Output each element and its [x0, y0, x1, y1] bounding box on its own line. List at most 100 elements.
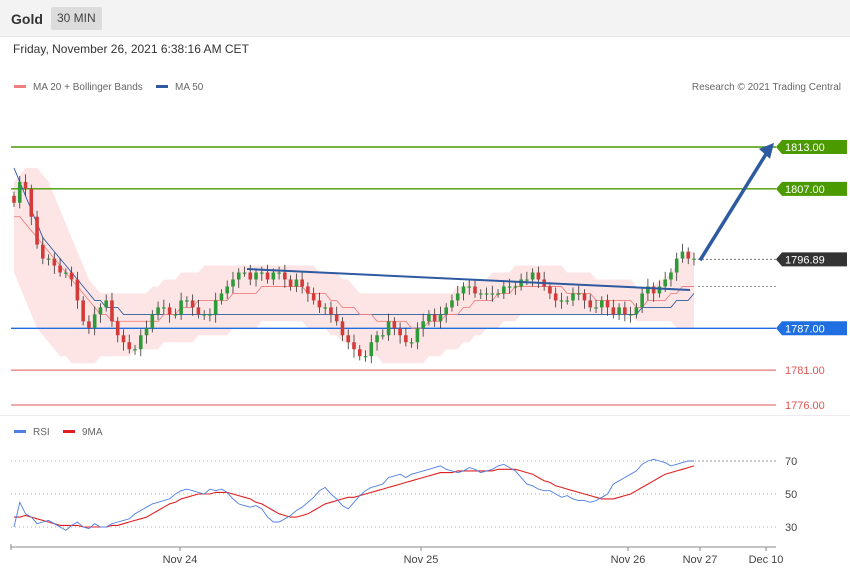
candle-body: [478, 293, 483, 295]
rsi-tick-label: 50: [785, 489, 797, 501]
candle-body: [167, 307, 172, 315]
forecast-arrow: [698, 149, 770, 262]
level-label: 1787.00: [785, 323, 825, 335]
candle-body: [156, 307, 160, 315]
candle-body: [29, 188, 34, 217]
legend-ma20-swatch: [14, 85, 26, 88]
candle-body: [323, 307, 327, 309]
legend-rsi-label: RSI: [33, 427, 50, 438]
x-tick-label: Nov 26: [611, 554, 646, 566]
candle-body: [536, 272, 541, 280]
candle-body: [386, 321, 391, 336]
candle-body: [35, 216, 39, 245]
x-tick-label: Nov 25: [404, 554, 439, 566]
candle-body: [288, 279, 293, 287]
candle-body: [283, 272, 287, 280]
x-axis: Nov 24 Nov 25 Nov 26 Nov 27 Dec 10: [10, 544, 784, 566]
candle-body: [628, 314, 633, 316]
candle-body: [23, 181, 28, 189]
level-label: 1776.00: [785, 400, 825, 412]
candle-body: [317, 300, 322, 308]
ma50-line: [13, 167, 695, 315]
legend-rsi-swatch: [14, 430, 26, 433]
candle-body: [674, 258, 679, 273]
candle-body: [444, 307, 449, 315]
candle-body: [617, 307, 621, 315]
candle-body: [259, 272, 264, 274]
candle-body: [657, 286, 662, 294]
credit-text: Research © 2021 Trading Central: [692, 82, 841, 93]
candle-body: [271, 272, 276, 280]
candle-body: [548, 286, 552, 294]
candle-body: [692, 258, 696, 260]
candle-body: [502, 286, 506, 294]
candle-body: [306, 286, 310, 294]
candle-body: [236, 272, 241, 280]
candle-body: [219, 293, 224, 301]
rsi-tick-label: 70: [785, 456, 797, 468]
candle-body: [357, 349, 362, 357]
candle-body: [663, 279, 667, 287]
candle-body: [669, 272, 673, 280]
candle-body: [352, 342, 356, 350]
candle-body: [144, 328, 149, 336]
trendline: [246, 268, 691, 291]
candle-body: [369, 342, 374, 357]
candle-body: [582, 293, 587, 301]
level-label: 1813.00: [785, 142, 825, 154]
candle-body: [634, 307, 639, 315]
price-pane: 1813.00 1807.00 1787.00 1781.00 1776.00 1796.…: [11, 140, 847, 412]
pane-divider: [0, 415, 850, 416]
candle-body: [490, 293, 495, 295]
candle-body: [346, 335, 351, 343]
candle-body: [81, 300, 85, 322]
candle-body: [513, 286, 518, 288]
candle-body: [363, 356, 368, 358]
candle-body: [473, 286, 477, 294]
candle-body: [599, 300, 604, 308]
candle-body: [559, 300, 564, 302]
candle-body: [41, 244, 45, 259]
rsi-9ma-line: [14, 465, 695, 528]
candle-body: [438, 314, 443, 322]
candle-body: [311, 293, 316, 301]
candle-body: [98, 307, 103, 315]
level-tag: [776, 181, 847, 196]
legend-9ma-swatch: [63, 430, 75, 433]
candle-body: [208, 314, 212, 316]
candle-body: [680, 251, 685, 259]
timeframe-button[interactable]: 30 MIN: [51, 7, 102, 30]
candle-body: [576, 293, 581, 295]
candle-body: [640, 293, 644, 308]
rsi-pane: 70 50 30: [11, 456, 797, 534]
rsi-line: [13, 458, 694, 531]
candle-body: [651, 286, 656, 294]
candle-body: [87, 321, 91, 329]
candle-body: [427, 314, 431, 322]
candle-body: [525, 279, 529, 281]
x-tick-label: Dec 10: [749, 554, 784, 566]
candle-body: [46, 258, 51, 260]
legend-ma20-label: MA 20 + Bollinger Bands: [33, 82, 143, 93]
candle-body: [392, 321, 397, 329]
candle-body: [611, 307, 616, 315]
level-tag: [776, 321, 847, 336]
candle-body: [196, 307, 201, 315]
x-tick-label: Nov 27: [683, 554, 718, 566]
candle-body: [329, 307, 333, 315]
candle-body: [115, 321, 120, 336]
candle-body: [254, 272, 258, 280]
candle-body: [686, 251, 691, 259]
candle-body: [496, 293, 500, 295]
candle-body: [646, 286, 650, 294]
candle-body: [12, 195, 16, 203]
candle-body: [294, 279, 299, 287]
candle-body: [519, 279, 523, 287]
datetime-label: Friday, November 26, 2021 6:38:16 AM CET: [13, 42, 249, 56]
candle-body: [242, 272, 247, 274]
candle-body: [92, 314, 97, 329]
candle-body: [507, 286, 512, 288]
candle-body: [300, 279, 304, 287]
candle-body: [484, 293, 489, 295]
level-tag: [776, 140, 847, 154]
